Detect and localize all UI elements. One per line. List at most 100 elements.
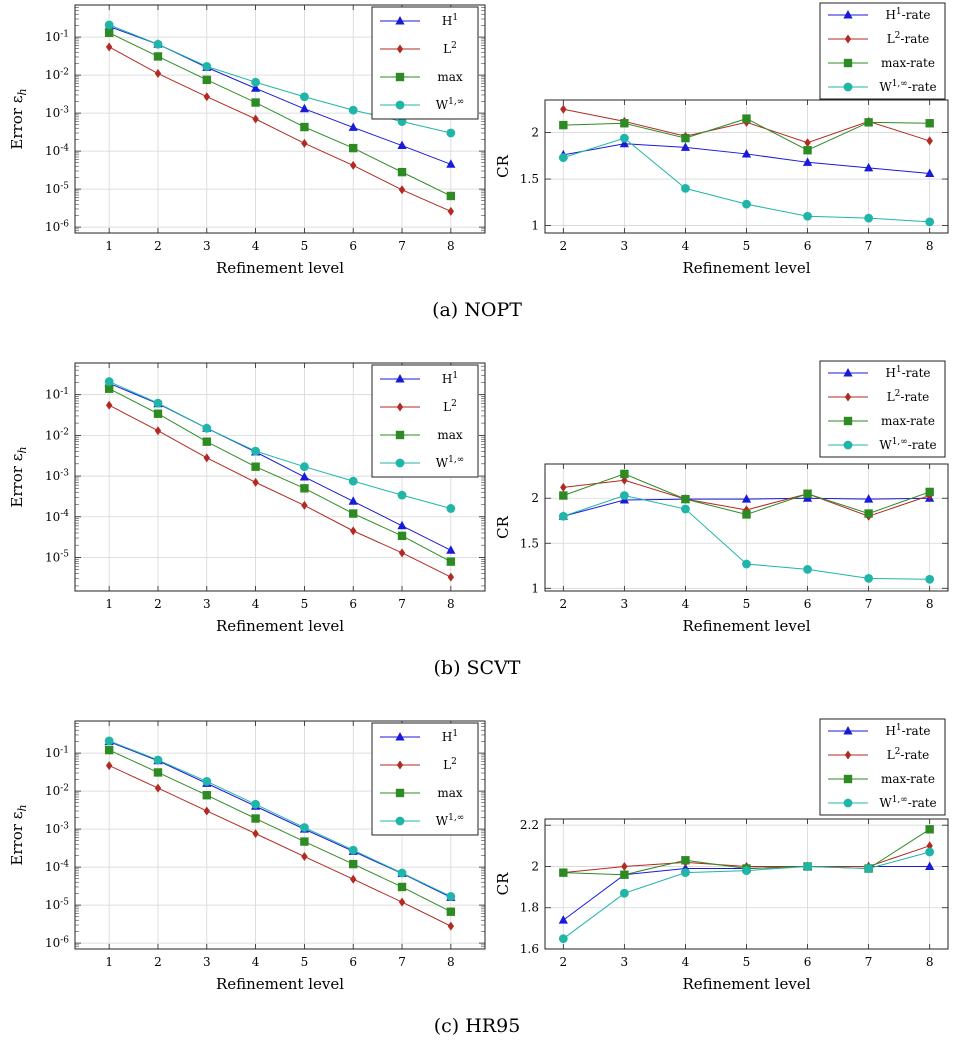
data-point [252,477,259,487]
y-tick-label: 10-3 [45,821,69,836]
caption-c: (c) HR95 [434,1015,521,1037]
y-tick-label: 1.5 [520,536,539,550]
legend-label: H1 [442,13,458,28]
legend-label: max-rate [881,414,935,428]
data-point [447,921,455,931]
data-point [300,484,309,493]
x-axis-label: Refinement level [682,617,810,635]
x-tick-label: 8 [926,597,934,611]
data-point [620,119,629,128]
data-point [446,159,456,168]
y-tick-label: 1 [531,581,539,595]
data-point [803,564,812,574]
x-tick-label: 3 [203,955,211,969]
legend-label: W1,∞ [436,97,464,112]
data-point [202,777,212,786]
data-point [397,140,407,150]
data-point [925,847,935,857]
legend-label: L2-rate [887,747,930,762]
data-point [925,217,935,227]
data-point [202,423,212,433]
y-tick-label: 10-5 [45,897,69,912]
series-line [108,381,451,509]
series-line [108,741,452,898]
y-tick-label: 1.5 [520,172,539,186]
x-axis-label: Refinement level [682,975,810,993]
data-point [250,83,261,92]
data-point [348,105,358,115]
legend-box [371,6,479,120]
x-tick-label: 8 [926,239,934,253]
data-point [558,915,568,924]
chart-a-error: 1 2 3 4 5 6 7 8 10-6 10-5 10-4 10-3 10-2 10-1 Refineme… [8,4,486,277]
legend-marker [395,732,405,741]
legend-label: H1 [442,729,458,744]
data-point [446,891,456,901]
y-tick-label: 10-2 [45,783,69,798]
y-tick-label: 10-1 [45,29,69,44]
data-point [619,888,629,898]
series-line [108,765,452,927]
series-line [108,46,452,212]
data-point [348,122,358,131]
legend-label: max-rate [881,56,935,70]
y-tick-label: 1.8 [520,901,539,915]
legend-marker [843,726,853,735]
legend-marker [395,16,405,25]
x-tick-label: 1 [105,239,113,253]
legend-marker [843,10,853,19]
data-point [104,28,114,37]
data-point [620,870,629,879]
data-point [397,868,407,878]
x-tick-label: 6 [349,239,357,253]
data-point [619,138,629,148]
legend-box [371,364,479,478]
legend-marker [396,760,404,770]
x-tick-label: 7 [865,239,873,253]
data-point [681,183,690,193]
data-point [559,491,568,500]
x-tick-label: 2 [559,597,567,611]
data-point [105,42,113,52]
data-point [742,559,751,569]
x-tick-label: 3 [621,955,629,969]
data-point [925,574,935,584]
y-axis-label: CR [494,872,512,895]
series-L2 [105,42,455,216]
legend-marker [843,82,853,92]
data-point [348,496,358,505]
legend: H1 L2 max W1,∞ [371,6,479,120]
x-tick-label: 7 [398,955,406,969]
data-point [803,146,812,155]
data-point [251,814,260,823]
data-point [300,92,309,102]
data-point [252,829,259,839]
grid-lines [545,819,948,950]
data-point [397,490,407,500]
y-tick-label: 10-6 [45,219,69,234]
data-point [802,157,813,166]
plot-frame [74,362,486,592]
data-point [251,462,260,471]
legend-marker [395,374,405,383]
legend-label: H1 [442,371,458,386]
y-tick-label: 10-4 [45,143,69,158]
data-point [558,511,568,521]
legend-marker [843,368,853,377]
data-point [864,494,874,503]
data-point [397,167,407,177]
legend-label: W1,∞-rate [879,79,936,94]
data-point [202,437,211,446]
legend-label: L2-rate [887,389,930,404]
y-tick-label: 10-1 [45,745,69,760]
data-point [925,861,935,870]
y-tick-label: 10-4 [45,509,69,524]
series-max [104,384,456,566]
data-point [559,120,568,130]
legend-label: H1-rate [885,365,930,380]
data-point [558,934,568,944]
data-point [350,160,357,170]
x-tick-label: 2 [559,239,567,253]
y-tick-label: 10-5 [45,181,69,196]
data-point [446,557,456,566]
